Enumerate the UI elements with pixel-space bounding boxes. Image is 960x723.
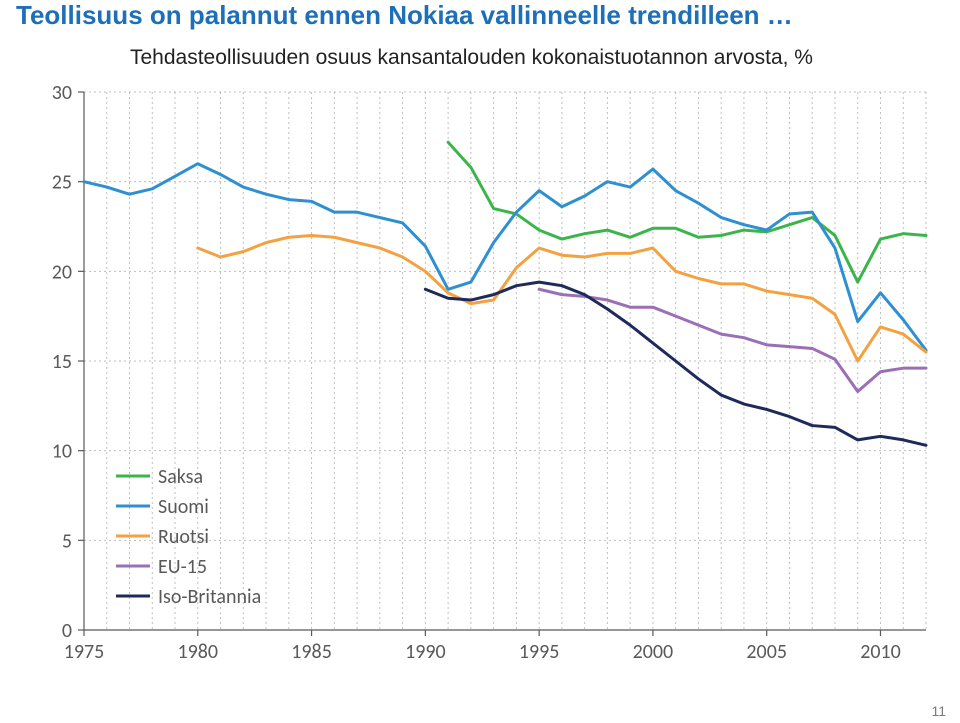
- y-tick-label: 30: [52, 82, 72, 105]
- y-tick-label: 25: [52, 171, 72, 195]
- legend-label: Iso-Britannia: [158, 585, 261, 609]
- y-tick-label: 15: [52, 350, 72, 374]
- y-tick-label: 10: [52, 440, 72, 464]
- x-tick-label: 2010: [860, 640, 901, 664]
- x-tick-label: 2000: [633, 640, 674, 664]
- x-tick-label: 2005: [746, 640, 787, 664]
- chart-subtitle: Tehdasteollisuuden osuus kansantalouden …: [130, 46, 813, 70]
- x-tick-label: 1990: [405, 640, 446, 664]
- x-tick-label: 1980: [178, 640, 219, 664]
- line-chart: 0510152025301975198019851990199520002005…: [16, 82, 936, 682]
- y-tick-label: 20: [52, 260, 72, 284]
- legend-label: Suomi: [158, 495, 209, 519]
- page-number: 11: [931, 703, 946, 719]
- legend-label: Ruotsi: [158, 525, 209, 549]
- x-tick-label: 1995: [519, 640, 560, 664]
- chart-bg: [16, 82, 936, 682]
- y-tick-label: 5: [62, 529, 72, 553]
- x-tick-label: 1985: [291, 640, 332, 664]
- x-tick-label: 1975: [64, 640, 105, 664]
- legend-label: EU-15: [158, 555, 207, 579]
- page-title: Teollisuus on palannut ennen Nokiaa vall…: [16, 0, 793, 31]
- legend-label: Saksa: [158, 465, 203, 489]
